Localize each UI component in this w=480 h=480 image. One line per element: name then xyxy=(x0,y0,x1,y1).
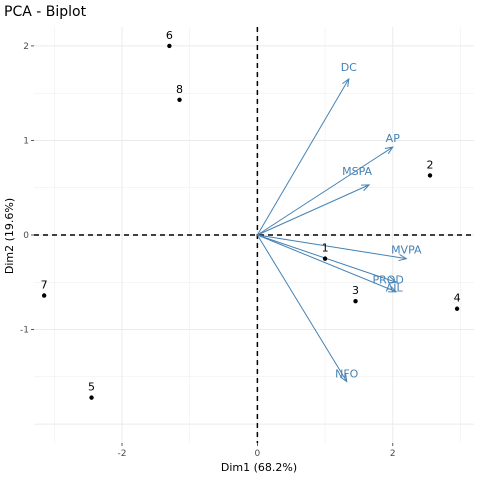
variable-arrow-head xyxy=(398,253,408,262)
data-point-label: 6 xyxy=(166,29,173,42)
data-point xyxy=(353,298,358,304)
data-point xyxy=(177,97,182,103)
data-point xyxy=(427,173,433,178)
variable-label: MSPA xyxy=(342,165,372,178)
variable-arrow-head xyxy=(384,146,394,154)
variable-arrow-head xyxy=(342,77,350,87)
data-point xyxy=(454,306,460,311)
x-tick-label: 2 xyxy=(390,449,396,459)
chart-title: PCA - Biplot xyxy=(4,4,87,20)
axis-ticks: -2 0 2 -1 0 1 2 xyxy=(20,42,396,459)
x-tick-label: -2 xyxy=(118,449,127,459)
data-point-label: 4 xyxy=(454,292,461,305)
variable-arrow-line xyxy=(256,78,350,236)
variable-label: AP xyxy=(386,132,401,145)
variable-arrow-line xyxy=(257,234,397,293)
variable-label: DC xyxy=(341,61,357,74)
variable-arrow-line xyxy=(257,146,394,236)
data-point xyxy=(41,293,47,298)
variable-label: AIL xyxy=(386,282,404,295)
variable-arrow-head xyxy=(388,285,398,293)
x-tick-label: 0 xyxy=(255,449,261,459)
data-point-label: 8 xyxy=(176,83,183,96)
data-point-label: 7 xyxy=(41,279,48,292)
data-point xyxy=(167,43,172,49)
data-point-label: 2 xyxy=(427,158,434,171)
y-axis-label: Dim2 (19.6%) xyxy=(3,198,16,274)
y-tick-label: 0 xyxy=(23,231,29,241)
data-point xyxy=(322,256,328,261)
variable-arrow-line xyxy=(257,184,370,236)
y-tick-label: -1 xyxy=(20,326,29,336)
y-tick-label: 1 xyxy=(23,136,29,146)
data-point-label: 5 xyxy=(88,381,95,394)
variable-label: PROD xyxy=(372,273,403,286)
variable-label: NFO xyxy=(335,368,359,381)
variable-arrow-head xyxy=(361,184,371,192)
variable-label: MVPA xyxy=(391,244,422,257)
y-tick-label: 2 xyxy=(23,42,29,52)
data-point-label: 1 xyxy=(322,242,329,255)
individual-points: 1 2 3 4 5 6 7 8 xyxy=(41,29,461,400)
variable-arrow-head xyxy=(388,276,398,284)
data-point-label: 3 xyxy=(352,284,359,297)
variable-arrow-head xyxy=(339,373,348,383)
data-point xyxy=(89,395,94,400)
variable-arrow-line xyxy=(257,234,407,260)
variable-arrow-line xyxy=(256,234,348,382)
x-axis-label: Dim1 (68.2%) xyxy=(221,461,297,474)
